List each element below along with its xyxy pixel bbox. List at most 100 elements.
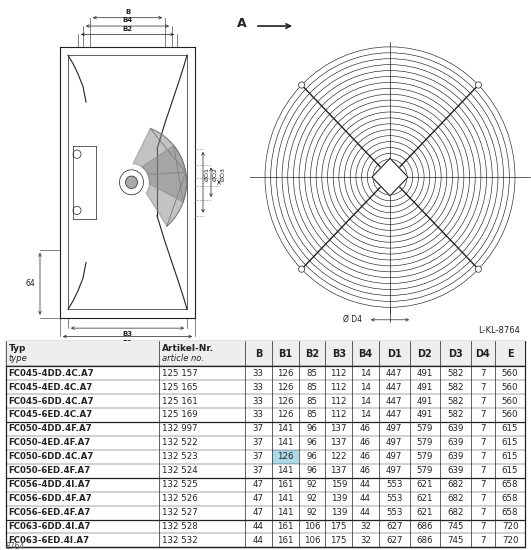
Text: 745: 745 (447, 536, 464, 545)
Text: 132 522: 132 522 (162, 438, 198, 447)
Text: 14: 14 (360, 368, 371, 378)
Text: 621: 621 (417, 494, 433, 503)
Text: B3: B3 (123, 331, 133, 337)
Text: FC045-4ED.4C.A7: FC045-4ED.4C.A7 (8, 383, 93, 392)
Text: 33: 33 (253, 368, 264, 378)
Text: 161: 161 (277, 522, 293, 531)
Text: 112: 112 (330, 383, 347, 392)
Text: 682: 682 (447, 480, 464, 489)
Text: 7: 7 (480, 508, 485, 517)
Text: 491: 491 (417, 368, 433, 378)
Text: 497: 497 (386, 438, 402, 447)
Text: 141: 141 (277, 508, 293, 517)
Text: 137: 137 (330, 466, 347, 475)
Text: 132 523: 132 523 (162, 452, 198, 461)
Text: 7: 7 (480, 466, 485, 475)
Text: E: E (507, 349, 513, 359)
Text: ØÔ3: ØÔ3 (221, 167, 226, 181)
Text: 46: 46 (360, 425, 371, 433)
Text: 7: 7 (480, 397, 485, 405)
Text: FC045-6ED.4C.A7: FC045-6ED.4C.A7 (8, 410, 93, 420)
Text: 579: 579 (417, 466, 433, 475)
Text: 447: 447 (386, 410, 402, 420)
Text: 14: 14 (360, 410, 371, 420)
Text: 44: 44 (253, 536, 264, 545)
Text: B1: B1 (123, 339, 133, 345)
Text: 96: 96 (306, 452, 318, 461)
Text: 161: 161 (277, 480, 293, 489)
Text: 686: 686 (417, 522, 433, 531)
Text: B: B (255, 349, 262, 359)
Text: 745: 745 (447, 522, 464, 531)
Text: FC045-6DD.4C.A7: FC045-6DD.4C.A7 (8, 397, 94, 405)
Text: A: A (237, 18, 247, 30)
Text: 44: 44 (360, 494, 371, 503)
Text: 106: 106 (304, 522, 320, 531)
Text: 37: 37 (253, 438, 264, 447)
Text: 92: 92 (306, 508, 318, 517)
Text: 497: 497 (386, 466, 402, 475)
Bar (272, 450, 298, 464)
Text: 639: 639 (447, 438, 464, 447)
Text: Typ: Typ (8, 344, 26, 353)
Text: FC056-6DD.4F.A7: FC056-6DD.4F.A7 (8, 494, 92, 503)
Text: 85: 85 (306, 383, 318, 392)
Text: B4: B4 (122, 18, 133, 24)
Text: 141: 141 (277, 494, 293, 503)
Text: 46: 46 (360, 438, 371, 447)
Text: D2: D2 (417, 349, 432, 359)
Text: Ø D4: Ø D4 (343, 315, 362, 324)
Text: 44: 44 (360, 508, 371, 517)
Text: 132 532: 132 532 (162, 536, 198, 545)
Text: 125 165: 125 165 (162, 383, 198, 392)
Text: 141: 141 (277, 466, 293, 475)
Text: B3: B3 (332, 349, 346, 359)
Text: 621: 621 (417, 508, 433, 517)
Text: 44: 44 (253, 522, 264, 531)
Circle shape (125, 176, 138, 189)
Text: 132 528: 132 528 (162, 522, 198, 531)
Text: 7: 7 (480, 383, 485, 392)
Text: 7: 7 (480, 522, 485, 531)
Text: 33: 33 (253, 410, 264, 420)
Text: 126: 126 (277, 397, 293, 405)
Text: 627: 627 (386, 536, 402, 545)
Text: 7: 7 (480, 480, 485, 489)
Circle shape (298, 266, 305, 272)
Text: 47: 47 (253, 494, 264, 503)
Text: 560: 560 (502, 368, 518, 378)
Text: 491: 491 (417, 383, 433, 392)
Text: 7: 7 (480, 536, 485, 545)
Circle shape (475, 266, 482, 272)
Text: 582: 582 (447, 410, 464, 420)
Text: 686: 686 (417, 536, 433, 545)
Text: 132 526: 132 526 (162, 494, 198, 503)
Text: 37: 37 (253, 425, 264, 433)
Circle shape (119, 170, 143, 195)
Text: 137: 137 (330, 425, 347, 433)
Text: 37: 37 (253, 452, 264, 461)
Text: 33: 33 (253, 383, 264, 392)
Text: 47: 47 (253, 480, 264, 489)
Text: type: type (8, 354, 27, 364)
Text: 139: 139 (330, 494, 347, 503)
Text: 85: 85 (306, 397, 318, 405)
Text: 720: 720 (502, 522, 518, 531)
Text: 126: 126 (277, 410, 293, 420)
Bar (6, 342, 525, 366)
Text: 126: 126 (277, 383, 293, 392)
Text: 582: 582 (447, 383, 464, 392)
Text: 639: 639 (447, 466, 464, 475)
Text: B4: B4 (358, 349, 373, 359)
Text: 7: 7 (480, 410, 485, 420)
Text: 125 157: 125 157 (162, 368, 198, 378)
Text: 125 169: 125 169 (162, 410, 198, 420)
Text: FC045-4DD.4C.A7: FC045-4DD.4C.A7 (8, 368, 95, 378)
Text: 682: 682 (447, 494, 464, 503)
Text: 7: 7 (480, 368, 485, 378)
Text: 85: 85 (306, 368, 318, 378)
Text: FC056-4DD.4I.A7: FC056-4DD.4I.A7 (8, 480, 91, 489)
Text: 96: 96 (306, 466, 318, 475)
Text: 447: 447 (386, 383, 402, 392)
Text: 579: 579 (417, 438, 433, 447)
